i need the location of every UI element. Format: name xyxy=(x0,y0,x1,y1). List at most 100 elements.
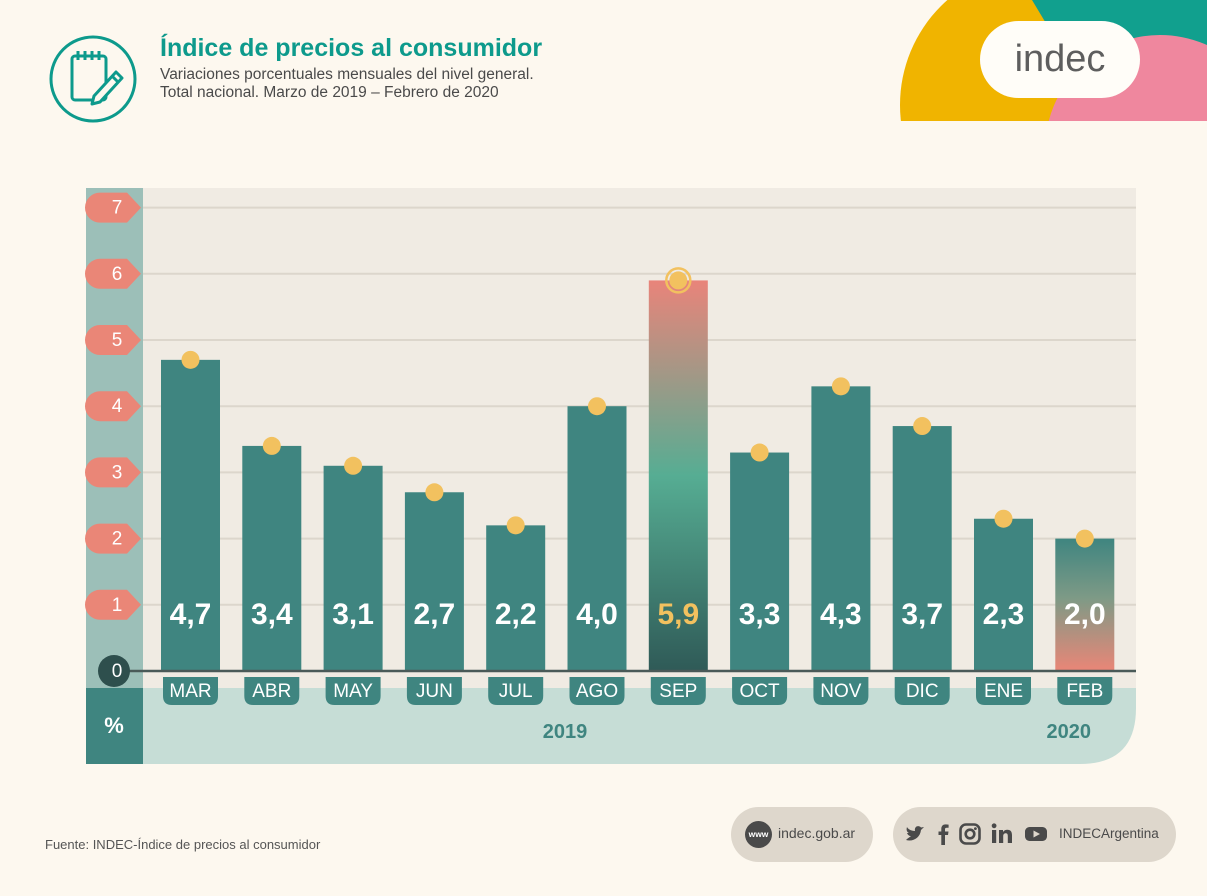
y-tick-label-5: 5 xyxy=(112,330,123,351)
globe-www-icon: www xyxy=(745,821,772,848)
value-label-oct: 3,3 xyxy=(739,598,781,631)
category-label-mar: MAR xyxy=(169,681,211,702)
bar-ene xyxy=(974,518,1033,671)
marker-dot-abr xyxy=(262,436,281,455)
category-label-jul: JUL xyxy=(499,681,533,702)
bar-oct xyxy=(730,452,790,671)
category-label-abr: ABR xyxy=(252,681,291,702)
category-tab-mar xyxy=(163,677,218,705)
social-handle: INDECArgentina xyxy=(1059,826,1159,841)
source-note: Fuente: INDEC-Índice de precios al consu… xyxy=(45,837,321,852)
page-subtitle: Variaciones porcentuales mensuales del n… xyxy=(160,66,534,102)
value-label-ene: 2,3 xyxy=(983,598,1025,631)
y-tick-label-0: 0 xyxy=(112,661,123,682)
subtitle-line-2: Total nacional. Marzo de 2019 – Febrero … xyxy=(160,84,499,101)
highlight-ring-sep xyxy=(665,267,692,294)
linkedin-icon[interactable] xyxy=(989,821,1015,847)
category-tab-abr xyxy=(244,677,300,705)
bar-mar xyxy=(161,359,220,671)
y-tick-label-7: 7 xyxy=(112,198,123,219)
category-band xyxy=(143,688,1136,764)
value-label-ago: 4,0 xyxy=(576,598,618,631)
category-label-ago: AGO xyxy=(576,681,618,702)
social-links: INDECArgentina xyxy=(893,807,1176,862)
bar-may xyxy=(323,465,383,671)
value-label-mar: 4,7 xyxy=(170,598,212,631)
value-label-may: 3,1 xyxy=(332,598,374,631)
logo-text: indec xyxy=(1014,38,1106,80)
value-label-feb: 2,0 xyxy=(1064,598,1106,631)
category-label-nov: NOV xyxy=(820,681,862,702)
y-unit-box xyxy=(86,688,143,764)
value-label-jul: 2,2 xyxy=(495,598,537,631)
category-tab-dic xyxy=(894,677,950,705)
y-tick-marker-0 xyxy=(98,655,130,687)
marker-dot-may xyxy=(344,456,363,475)
category-tab-sep xyxy=(650,677,706,705)
y-tick-label-6: 6 xyxy=(112,264,123,285)
y-tick-label-3: 3 xyxy=(112,462,123,483)
bar-nov xyxy=(811,386,871,671)
marker-dot-jul xyxy=(506,516,525,535)
category-tab-nov xyxy=(813,677,869,705)
category-tab-may xyxy=(325,677,381,705)
category-tab-ene xyxy=(976,677,1031,705)
category-label-may: MAY xyxy=(333,681,373,702)
y-tick-label-2: 2 xyxy=(112,529,123,550)
marker-dot-ago xyxy=(588,397,606,416)
subtitle-line-1: Variaciones porcentuales mensuales del n… xyxy=(160,66,534,83)
marker-dot-mar xyxy=(181,350,200,369)
category-label-feb: FEB xyxy=(1066,681,1103,702)
y-tick-marker-5 xyxy=(85,325,141,355)
bar-dic xyxy=(892,426,952,671)
twitter-icon[interactable] xyxy=(903,821,929,847)
category-tab-oct xyxy=(732,677,788,705)
website-link[interactable]: www indec.gob.ar xyxy=(731,807,873,862)
facebook-icon[interactable] xyxy=(930,821,956,847)
marker-dot-sep xyxy=(669,271,688,290)
y-tick-marker-4 xyxy=(85,391,141,422)
value-label-jun: 2,7 xyxy=(414,598,456,631)
logo[interactable]: indec xyxy=(980,21,1140,98)
value-label-abr: 3,4 xyxy=(251,598,293,631)
y-tick-marker-7 xyxy=(85,192,141,223)
bar-abr xyxy=(242,445,302,671)
marker-dot-oct xyxy=(750,443,769,462)
category-label-sep: SEP xyxy=(659,681,697,702)
category-label-oct: OCT xyxy=(740,681,781,702)
marker-dot-feb xyxy=(1075,529,1094,548)
y-tick-marker-6 xyxy=(85,258,141,289)
y-tick-label-4: 4 xyxy=(112,396,123,417)
y-tick-label-1: 1 xyxy=(112,595,123,616)
youtube-icon[interactable] xyxy=(1023,821,1049,847)
y-tick-marker-2 xyxy=(85,523,141,554)
y-tick-marker-1 xyxy=(85,589,141,620)
bar-feb xyxy=(1055,538,1115,671)
category-label-jun: JUN xyxy=(416,681,453,702)
notepad-pencil-icon xyxy=(49,35,137,123)
marker-dot-nov xyxy=(831,377,850,396)
instagram-icon[interactable] xyxy=(957,821,983,847)
bar-jun xyxy=(404,492,464,671)
y-tick-marker-3 xyxy=(85,457,141,488)
page-title: Índice de precios al consumidor xyxy=(160,34,543,62)
value-label-nov: 4,3 xyxy=(820,598,862,631)
category-label-dic: DIC xyxy=(906,681,939,702)
bar-jul xyxy=(486,525,546,671)
value-label-sep: 5,9 xyxy=(657,598,699,631)
y-axis-unit-label: % xyxy=(104,713,124,738)
year-label-2019: 2019 xyxy=(543,721,588,743)
category-tab-ago xyxy=(569,677,625,705)
category-tab-feb xyxy=(1057,677,1113,705)
marker-dot-dic xyxy=(913,417,932,436)
category-label-ene: ENE xyxy=(984,681,1023,702)
marker-dot-ene xyxy=(994,509,1013,528)
value-label-dic: 3,7 xyxy=(901,598,943,631)
website-text: indec.gob.ar xyxy=(778,825,856,841)
year-label-2020: 2020 xyxy=(1047,721,1092,743)
category-tab-jun xyxy=(406,677,462,705)
marker-dot-jun xyxy=(425,483,444,502)
bar-ago xyxy=(567,406,627,671)
category-tab-jul xyxy=(488,677,544,705)
